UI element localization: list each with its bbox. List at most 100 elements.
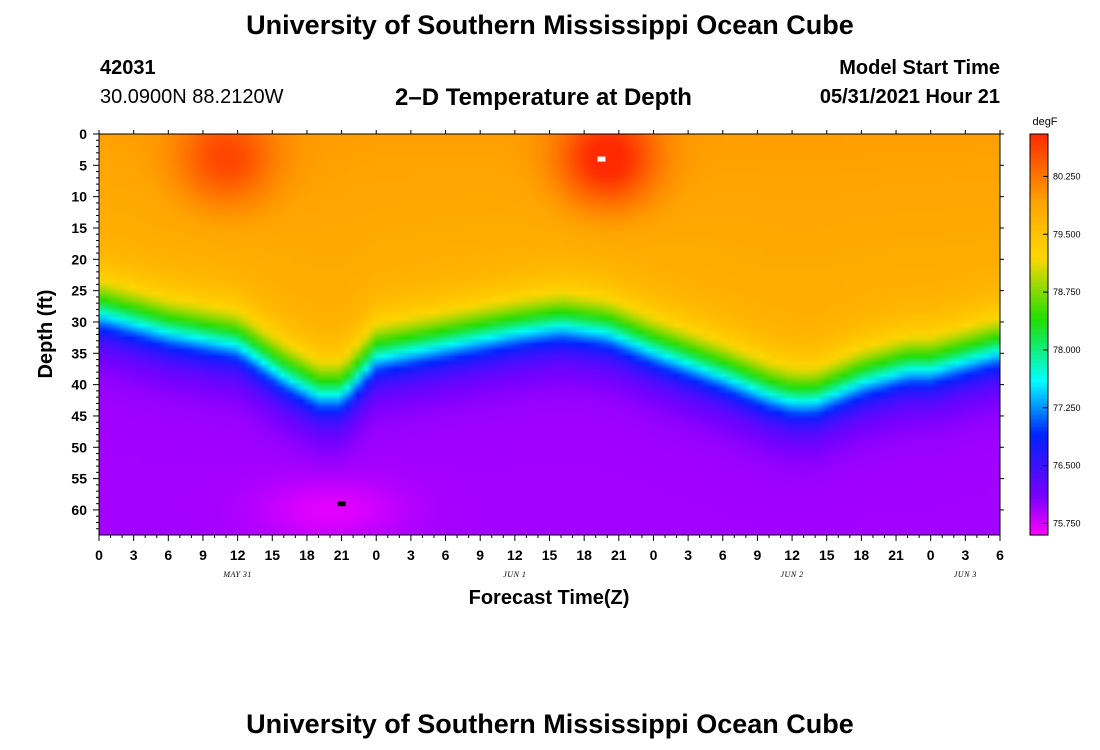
colorbar-segment xyxy=(1030,418,1048,424)
colorbar-segment xyxy=(1030,346,1048,352)
bottom-min-marker xyxy=(337,501,346,507)
date-label: JUN 1 xyxy=(503,570,526,579)
colorbar-segment xyxy=(1030,366,1048,372)
colorbar-segment xyxy=(1030,342,1048,348)
colorbar-segment xyxy=(1030,402,1048,408)
colorbar-segment xyxy=(1030,198,1048,203)
colorbar-segment xyxy=(1030,518,1048,524)
colorbar-label: 78.750 xyxy=(1053,287,1081,297)
colorbar-segment xyxy=(1030,330,1048,336)
x-axis-title: Forecast Time(Z) xyxy=(469,587,630,609)
colorbar-segment xyxy=(1030,250,1048,255)
colorbar-segment xyxy=(1030,494,1048,500)
colorbar: degF 80.250 79.500 78.750 78.000 77.250 76.500… xyxy=(1029,116,1081,536)
x-tick-label: 21 xyxy=(334,547,350,563)
colorbar-segment xyxy=(1030,498,1048,504)
plot-title: 2–D Temperature at Depth xyxy=(395,84,692,111)
colorbar-segment xyxy=(1030,242,1048,247)
colorbar-frame xyxy=(1029,133,1049,536)
x-tick-label: 15 xyxy=(264,547,280,563)
colorbar-segment xyxy=(1030,394,1048,400)
x-tick-label: 15 xyxy=(542,547,558,563)
x-tick-label: 9 xyxy=(199,547,207,563)
x-tick-label: 0 xyxy=(95,547,103,563)
colorbar-segment xyxy=(1030,426,1048,432)
colorbar-segment xyxy=(1030,246,1048,251)
colorbar-segment xyxy=(1030,234,1048,239)
colorbar-label: 79.500 xyxy=(1053,229,1081,239)
x-tick-label: 3 xyxy=(130,547,138,563)
y-tick-label: 5 xyxy=(79,157,87,173)
colorbar-segment xyxy=(1030,178,1048,183)
colorbar-segment xyxy=(1030,158,1048,163)
colorbar-segment xyxy=(1030,482,1048,488)
colorbar-segment xyxy=(1030,154,1048,159)
y-tick-label: 60 xyxy=(71,502,87,518)
colorbar-segment xyxy=(1030,398,1048,404)
colorbar-segment xyxy=(1030,206,1048,211)
colorbar-segment xyxy=(1030,170,1048,175)
colorbar-segment xyxy=(1030,446,1048,452)
colorbar-segment xyxy=(1030,382,1048,388)
x-tick-label: 6 xyxy=(442,547,450,563)
colorbar-segment xyxy=(1030,230,1048,235)
colorbar-segment xyxy=(1030,218,1048,223)
colorbar-segment xyxy=(1030,202,1048,207)
colorbar-segment xyxy=(1030,190,1048,195)
colorbar-segment xyxy=(1030,298,1048,304)
colorbar-segment xyxy=(1030,466,1048,472)
colorbar-segment xyxy=(1030,490,1048,496)
colorbar-segment xyxy=(1030,438,1048,444)
y-tick-label: 30 xyxy=(71,314,87,330)
colorbar-segment xyxy=(1030,430,1048,436)
x-tick-label: 12 xyxy=(507,547,523,563)
colorbar-segment xyxy=(1030,322,1048,328)
x-tick-label: 3 xyxy=(684,547,692,563)
model-start-label: Model Start Time xyxy=(839,57,1000,79)
colorbar-segment xyxy=(1030,350,1048,356)
footer-title: University of Southern Mississippi Ocean… xyxy=(246,709,854,739)
date-label: MAY 31 xyxy=(222,570,252,579)
colorbar-segment xyxy=(1030,502,1048,508)
colorbar-segment xyxy=(1030,442,1048,448)
colorbar-segment xyxy=(1030,514,1048,520)
axes: 0 3 6 9 12 15 18 21 0 3 6 9 12 15 18 21 0 3 6 9 12 15 18 21 0 3 6 M… xyxy=(71,126,1004,579)
colorbar-segment xyxy=(1030,254,1048,259)
colorbar-segment xyxy=(1030,194,1048,199)
colorbar-segment xyxy=(1030,450,1048,456)
y-tick-label: 35 xyxy=(71,345,87,361)
colorbar-label: 78.000 xyxy=(1053,345,1081,355)
colorbar-segment xyxy=(1030,226,1048,231)
colorbar-segment xyxy=(1030,506,1048,512)
x-tick-label: 6 xyxy=(164,547,172,563)
x-tick-label: 18 xyxy=(854,547,870,563)
colorbar-segment xyxy=(1030,454,1048,460)
y-tick-label: 15 xyxy=(71,220,87,236)
station-id: 42031 xyxy=(100,57,156,79)
colorbar-segment xyxy=(1030,406,1048,412)
colorbar-segment xyxy=(1030,370,1048,376)
main-title: University of Southern Mississippi Ocean… xyxy=(246,10,854,40)
y-tick-label: 20 xyxy=(71,251,87,267)
colorbar-segment xyxy=(1030,182,1048,187)
colorbar-segment xyxy=(1030,222,1048,227)
colorbar-segment xyxy=(1030,278,1048,283)
colorbar-label: 75.750 xyxy=(1053,518,1081,528)
colorbar-segment xyxy=(1030,282,1048,287)
colorbar-unit: degF xyxy=(1032,116,1057,128)
colorbar-segment xyxy=(1030,410,1048,416)
colorbar-segment xyxy=(1030,258,1048,263)
y-axis-title: Depth (ft) xyxy=(35,290,57,379)
colorbar-segment xyxy=(1030,146,1048,151)
y-tick-label: 10 xyxy=(71,189,87,205)
colorbar-segment xyxy=(1030,306,1048,312)
colorbar-segment xyxy=(1030,186,1048,191)
colorbar-segment xyxy=(1030,478,1048,484)
x-tick-label: 0 xyxy=(372,547,380,563)
colorbar-segment xyxy=(1030,338,1048,344)
colorbar-label: 77.250 xyxy=(1053,403,1081,413)
colorbar-segment xyxy=(1030,354,1048,360)
colorbar-segment xyxy=(1030,166,1048,171)
date-label: JUN 2 xyxy=(780,570,803,579)
